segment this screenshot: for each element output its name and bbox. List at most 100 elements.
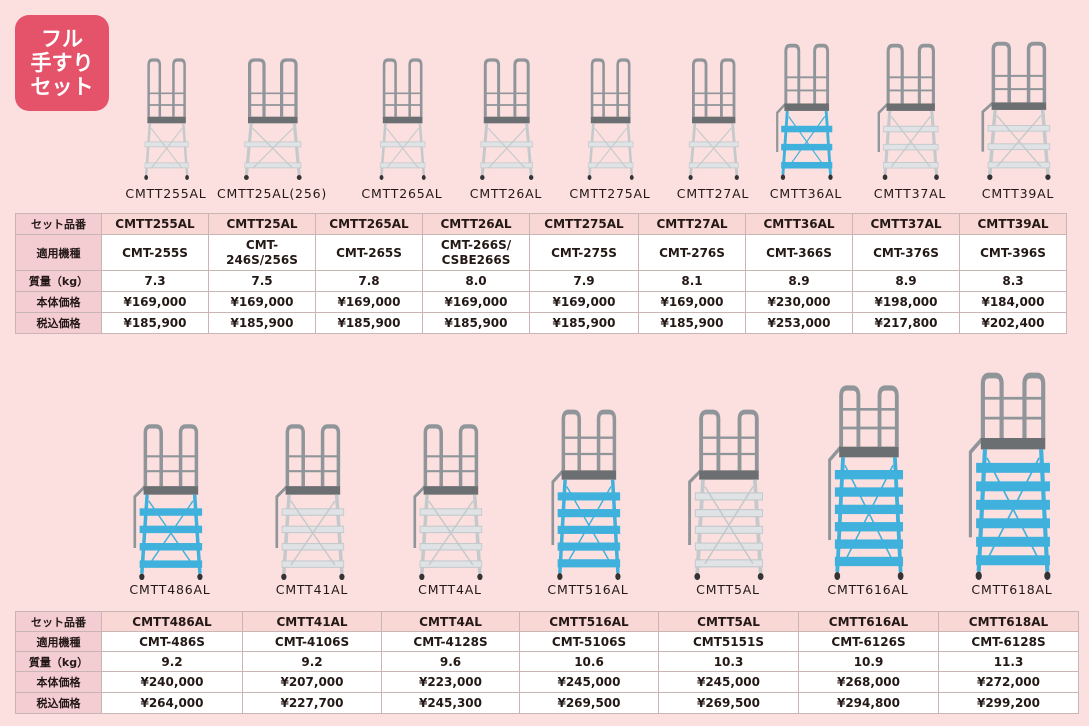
table-cell: ¥169,000 <box>638 291 746 313</box>
top-model-caption: CMTT275AL <box>569 186 651 201</box>
table-cell: ¥253,000 <box>745 312 853 334</box>
bottom-set-number-row: セット品番 CMTT486AL CMTT41AL CMTT4AL CMTT516AL CM… <box>15 611 1079 632</box>
table-cell: ¥185,900 <box>638 312 746 334</box>
bottom-model-caption: CMTT616AL <box>827 582 909 597</box>
table-cell: 8.0 <box>422 270 530 292</box>
table-cell: ¥269,500 <box>519 692 659 714</box>
table-cell: CMT-6128S <box>938 631 1079 652</box>
bottom-ladder-photo-5 <box>680 405 776 580</box>
table-cell: ¥269,500 <box>658 692 799 714</box>
table-cell: ¥185,900 <box>422 312 530 334</box>
top-ladder-photo-8 <box>871 40 949 180</box>
table-cell: CMTT41AL <box>242 611 382 632</box>
table-cell: CMTT516AL <box>519 611 659 632</box>
table-cell: CMT-396S <box>959 234 1067 271</box>
table-cell: CMT-6126S <box>798 631 939 652</box>
table-cell: CMTT25AL <box>208 213 316 235</box>
table-cell: 10.9 <box>798 651 939 672</box>
bottom-ladder-photo-4 <box>544 405 632 580</box>
table-cell: CMTT255AL <box>101 213 209 235</box>
bottom-machine-row: 適用機種 CMT-486S CMT-4106S CMT-4128S CMT-5106S C… <box>15 631 1079 652</box>
row-label: 本体価格 <box>15 671 102 693</box>
row-label: セット品番 <box>15 213 102 235</box>
table-cell: 8.1 <box>638 270 746 292</box>
table-cell: 10.6 <box>519 651 659 672</box>
badge-line-2: 手すり <box>30 51 94 75</box>
top-mass-row: 質量（kg） 7.3 7.5 7.8 8.0 7.9 8.1 8.9 8.9 8.3 <box>15 270 1067 292</box>
bottom-model-caption: CMTT618AL <box>971 582 1053 597</box>
table-cell: ¥185,900 <box>315 312 423 334</box>
table-cell: 7.9 <box>529 270 639 292</box>
top-ladder-photo-1 <box>135 55 197 180</box>
table-cell: ¥169,000 <box>529 291 639 313</box>
table-cell: CMT-5106S <box>519 631 659 652</box>
table-cell: ¥169,000 <box>422 291 530 313</box>
bottom-ladder-photo-3 <box>406 420 494 580</box>
table-cell: CMTT36AL <box>745 213 853 235</box>
table-cell: ¥240,000 <box>101 671 243 693</box>
bottom-ladder-photo-6 <box>820 380 916 580</box>
table-cell: ¥230,000 <box>745 291 853 313</box>
bottom-model-caption: CMTT486AL <box>129 582 211 597</box>
row-label: 本体価格 <box>15 291 102 313</box>
bottom-model-caption: CMTT4AL <box>418 582 482 597</box>
table-cell: ¥184,000 <box>959 291 1067 313</box>
top-model-caption: CMTT39AL <box>981 186 1055 201</box>
table-cell: ¥185,900 <box>208 312 316 334</box>
top-set-number-row: セット品番 CMTT255AL CMTT25AL CMTT265AL CMTT26AL C… <box>15 213 1067 235</box>
table-cell: CMT5151S <box>658 631 799 652</box>
table-cell: ¥223,000 <box>381 671 520 693</box>
badge-line-1: フル <box>41 27 83 51</box>
table-cell: ¥264,000 <box>101 692 243 714</box>
table-cell: ¥245,000 <box>519 671 659 693</box>
table-cell: 11.3 <box>938 651 1079 672</box>
table-cell: ¥207,000 <box>242 671 382 693</box>
table-cell: 8.9 <box>852 270 960 292</box>
top-ladder-photo-4 <box>469 55 543 180</box>
table-cell: CMT-4106S <box>242 631 382 652</box>
table-cell: 10.3 <box>658 651 799 672</box>
top-model-caption: CMTT36AL <box>769 186 843 201</box>
top-ladder-photo-5 <box>578 55 642 180</box>
row-label: 適用機種 <box>15 234 102 271</box>
top-ladder-photo-6 <box>678 55 748 180</box>
table-cell: CMT-376S <box>852 234 960 271</box>
table-cell: ¥272,000 <box>938 671 1079 693</box>
table-cell: CMTT27AL <box>638 213 746 235</box>
table-cell: ¥227,700 <box>242 692 382 714</box>
top-spec-table: セット品番 CMTT255AL CMTT25AL CMTT265AL CMTT26AL C… <box>15 213 1067 334</box>
top-model-caption: CMTT25AL(256) <box>217 186 327 201</box>
table-cell: CMTT486AL <box>101 611 243 632</box>
row-label: 税込価格 <box>15 692 102 714</box>
table-cell: CMTT5AL <box>658 611 799 632</box>
table-cell: CMT-266S/CSBE266S <box>422 234 530 271</box>
table-cell: ¥185,900 <box>529 312 639 334</box>
table-cell: CMT-276S <box>638 234 746 271</box>
top-model-caption: CMTT255AL <box>125 186 207 201</box>
table-cell: CMTT616AL <box>798 611 939 632</box>
table-cell: 9.2 <box>101 651 243 672</box>
bottom-ladder-photo-1 <box>126 420 214 580</box>
row-label: 適用機種 <box>15 631 102 652</box>
table-cell: ¥202,400 <box>959 312 1067 334</box>
table-cell: CMTT265AL <box>315 213 423 235</box>
table-cell: ¥185,900 <box>101 312 209 334</box>
bottom-tax-price-row: 税込価格 ¥264,000 ¥227,700 ¥245,300 ¥269,500 ¥269… <box>15 692 1079 714</box>
table-cell: CMT-486S <box>101 631 243 652</box>
table-cell: 8.3 <box>959 270 1067 292</box>
row-label: 質量（kg） <box>15 651 102 672</box>
table-cell: ¥169,000 <box>315 291 423 313</box>
table-cell: 9.2 <box>242 651 382 672</box>
row-label: 税込価格 <box>15 312 102 334</box>
bottom-model-caption: CMTT5AL <box>696 582 760 597</box>
table-cell: ¥217,800 <box>852 312 960 334</box>
bottom-spec-table: セット品番 CMTT486AL CMTT41AL CMTT4AL CMTT516AL CM… <box>15 611 1079 714</box>
top-model-caption: CMTT265AL <box>361 186 443 201</box>
top-ladder-photo-9 <box>974 38 1062 180</box>
badge-line-3: セット <box>30 75 94 99</box>
table-cell: 7.3 <box>101 270 209 292</box>
table-cell: 9.6 <box>381 651 520 672</box>
table-cell: CMT-255S <box>101 234 209 271</box>
top-model-caption: CMTT27AL <box>676 186 750 201</box>
row-label: 質量（kg） <box>15 270 102 292</box>
